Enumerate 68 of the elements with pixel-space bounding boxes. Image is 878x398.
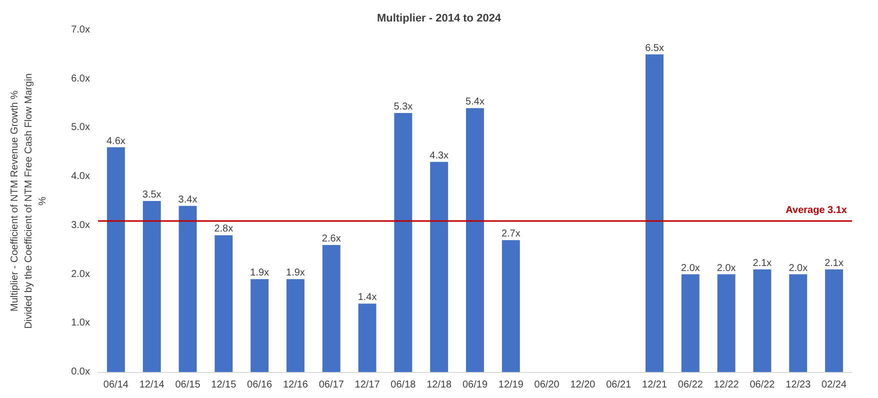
- y-tick-label: 2.0x: [71, 268, 90, 280]
- y-tick-label: 6.0x: [71, 73, 90, 84]
- chart-title: Multiplier - 2014 to 2024: [376, 12, 502, 24]
- data-label: 1.4x: [358, 292, 377, 304]
- data-label: 2.0x: [788, 262, 808, 274]
- bar: [430, 162, 448, 372]
- ref-line-label: Average 3.1x: [786, 205, 848, 216]
- data-label: 4.3x: [430, 150, 449, 162]
- x-tick-label: 06/22: [750, 380, 776, 390]
- bar: [502, 240, 520, 372]
- bar: [646, 54, 664, 372]
- y-tick-label: 0.0x: [71, 366, 90, 378]
- data-label: 1.9x: [286, 268, 305, 279]
- data-label: 6.5x: [645, 42, 664, 54]
- x-tick-label: 12/20: [570, 380, 596, 390]
- y-tick-label: 1.0x: [71, 318, 90, 329]
- x-tick-label: 12/19: [498, 380, 524, 390]
- x-tick-label: 06/14: [103, 380, 129, 390]
- data-label: 1.9x: [250, 268, 270, 279]
- bar: [681, 274, 700, 372]
- x-tick-label: 06/17: [318, 380, 344, 390]
- x-tick-label: 12/15: [211, 380, 237, 390]
- bar: [250, 279, 269, 372]
- y-axis-title: Multiplier - Coefficient of NTM Revenue Growth % Divided by the Coefficient of NTM Free Cash Flow Margin %: [10, 73, 48, 329]
- bar: [322, 244, 340, 372]
- bar: [142, 201, 161, 372]
- bar: [789, 274, 808, 372]
- bar: [394, 113, 412, 372]
- data-label: 2.0x: [680, 262, 700, 274]
- x-tick-label: 06/21: [606, 380, 632, 390]
- bar: [178, 206, 197, 372]
- data-label: 2.6x: [322, 233, 341, 244]
- y-tick-label: 7.0x: [71, 24, 90, 36]
- x-tick-label: 02/24: [822, 380, 847, 390]
- x-tick-label: 06/15: [175, 380, 201, 390]
- x-tick-label: 06/22: [678, 380, 704, 390]
- x-tick-label: 06/16: [247, 380, 273, 390]
- data-label: 2.1x: [824, 258, 844, 269]
- bar: [214, 235, 233, 372]
- x-tick-label: 06/20: [534, 380, 560, 390]
- x-tick-label: 12/23: [786, 380, 812, 390]
- data-label: 3.5x: [142, 190, 162, 200]
- bar: [825, 269, 844, 372]
- data-label: 5.4x: [466, 96, 484, 108]
- y-tick-label: 4.0x: [71, 171, 90, 182]
- x-tick-label: 06/19: [462, 380, 488, 390]
- bar: [286, 279, 304, 372]
- y-tick-label: 5.0x: [71, 122, 90, 134]
- bar: [753, 269, 772, 372]
- x-tick-label: 12/14: [139, 380, 165, 390]
- x-tick-label: 12/21: [642, 380, 668, 390]
- data-label: 2.8x: [214, 224, 234, 235]
- x-tick-label: 06/18: [390, 380, 416, 390]
- bar: [717, 274, 736, 372]
- data-label: 3.4x: [178, 194, 198, 206]
- bar: [358, 304, 376, 372]
- x-tick-label: 12/17: [354, 380, 380, 390]
- data-label: 5.3x: [394, 102, 413, 113]
- bar: [466, 108, 484, 372]
- x-tick-label: 12/16: [282, 380, 308, 390]
- data-label: 2.7x: [501, 228, 520, 240]
- data-label: 2.0x: [716, 262, 736, 274]
- y-tick-label: 3.0x: [71, 220, 90, 231]
- bar: [106, 147, 125, 372]
- data-label: 4.6x: [106, 136, 126, 147]
- x-tick-label: 12/22: [714, 380, 740, 390]
- data-label: 2.1x: [752, 258, 772, 269]
- x-tick-label: 12/18: [426, 380, 452, 390]
